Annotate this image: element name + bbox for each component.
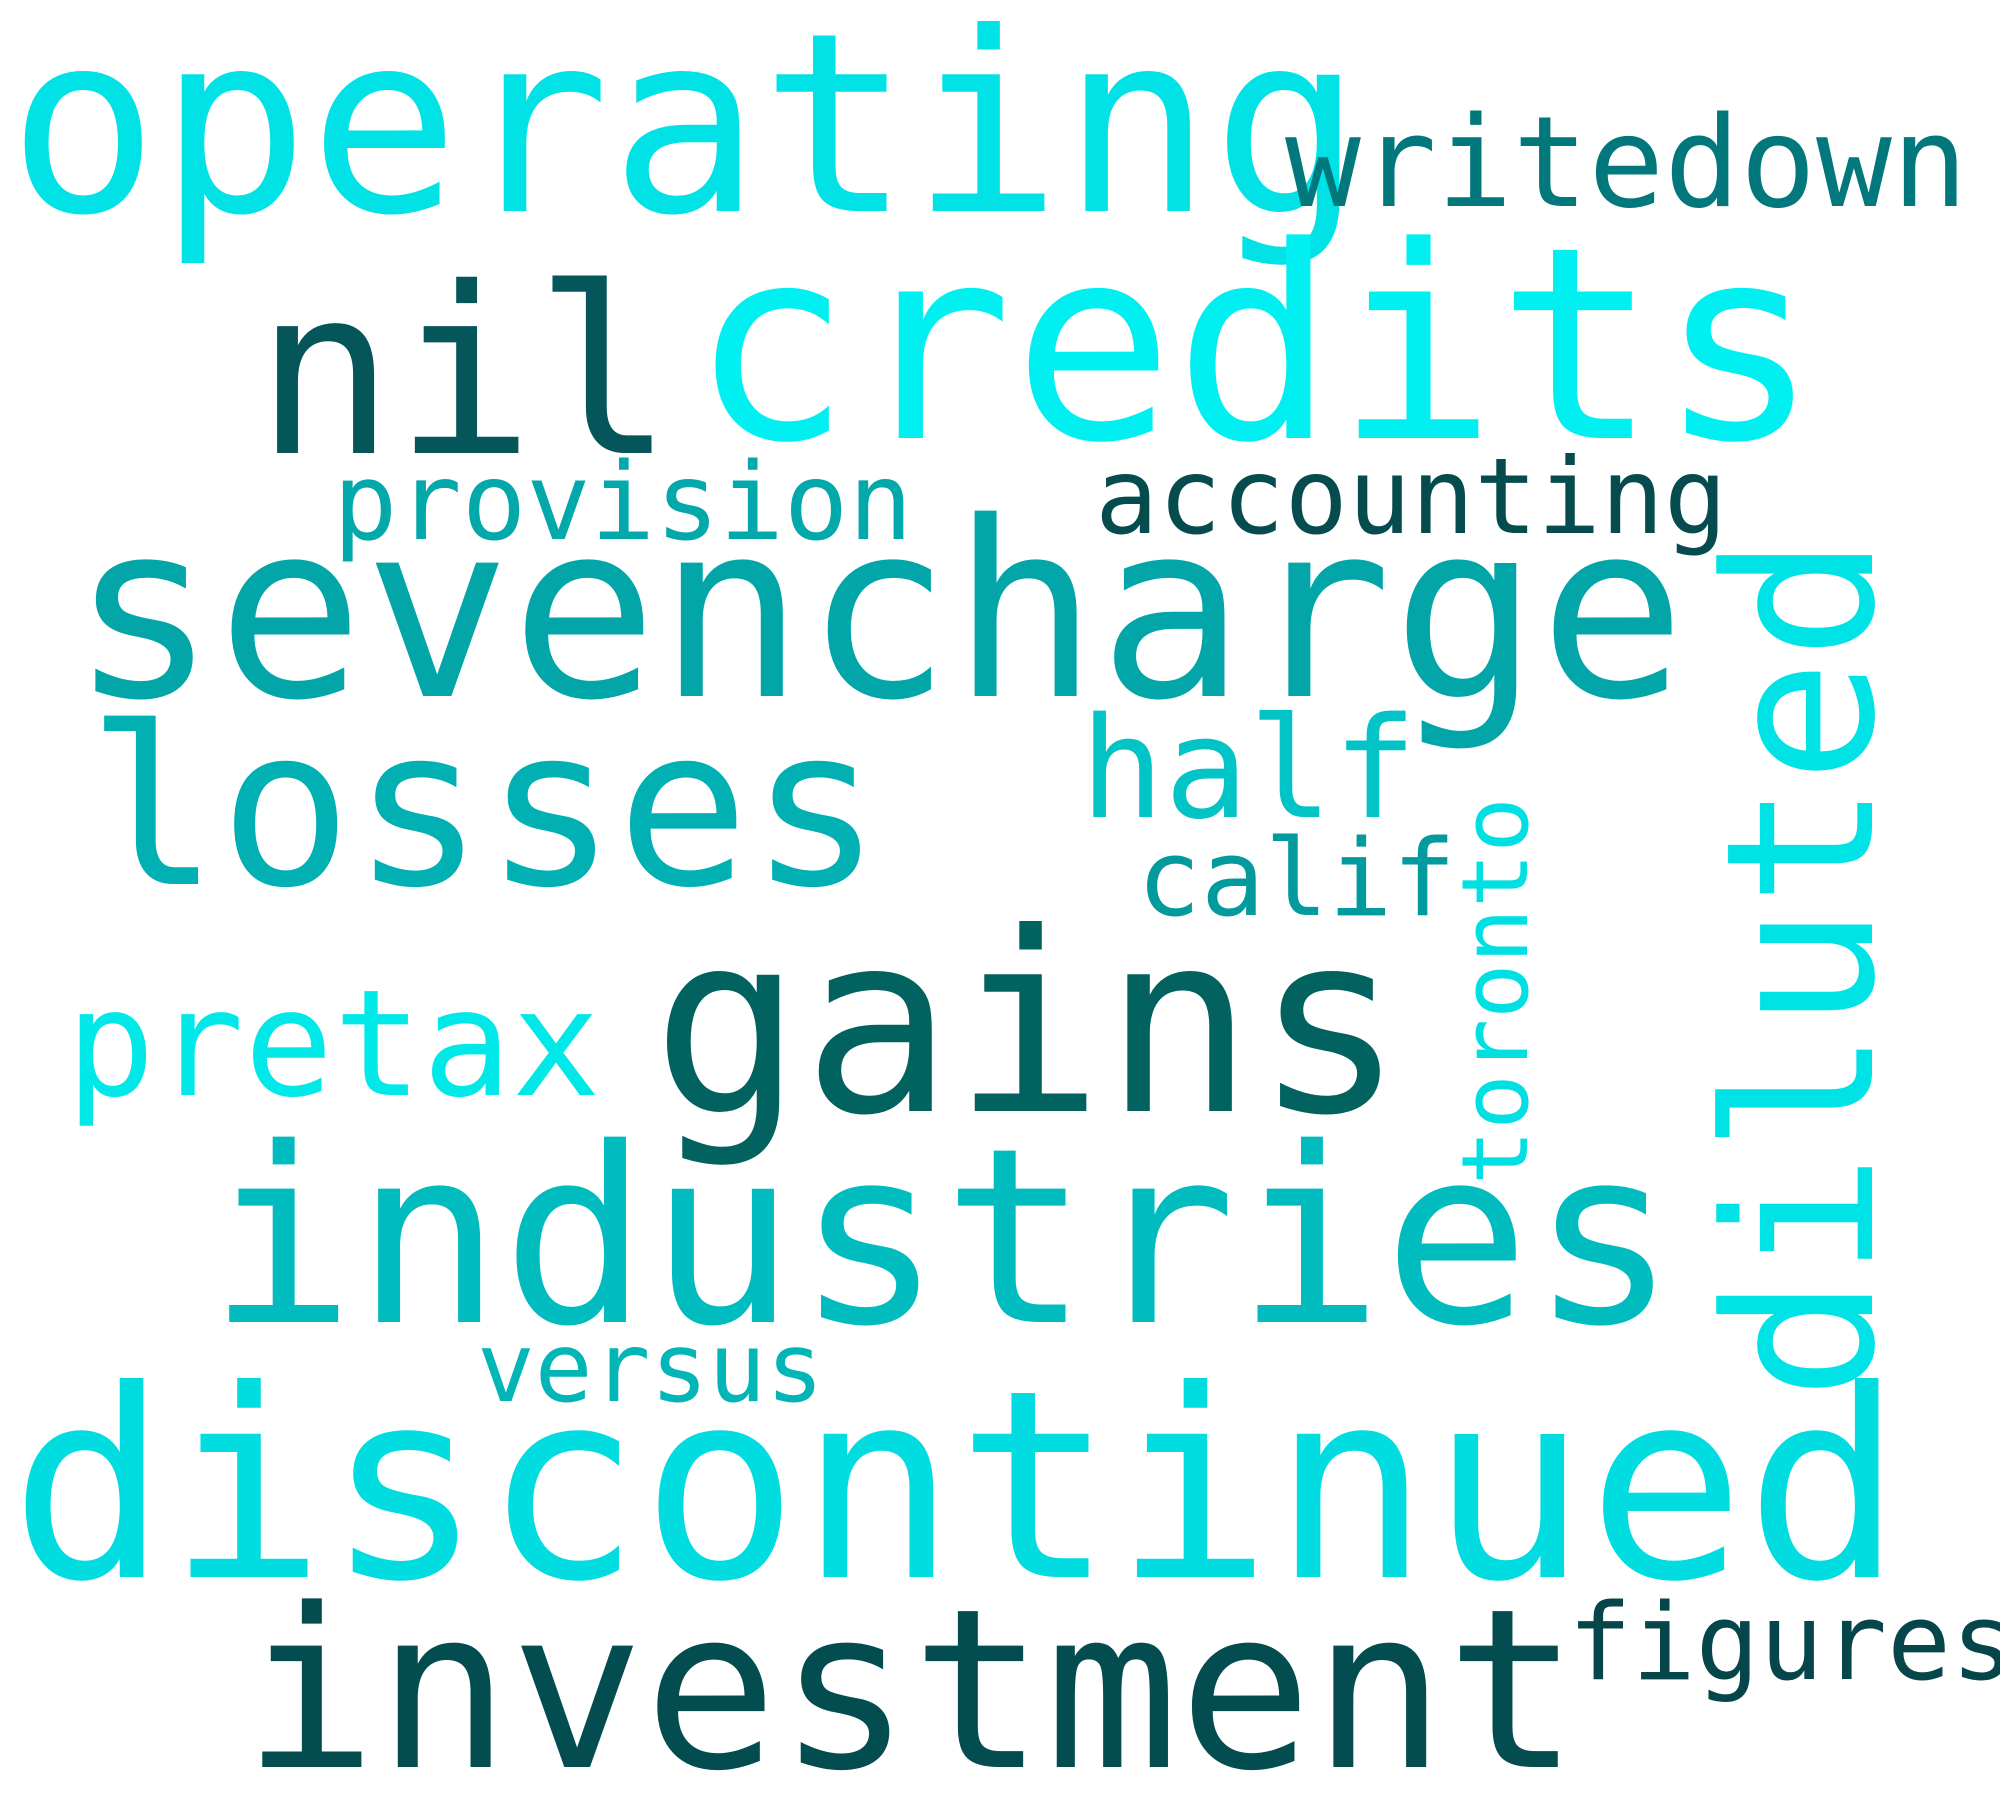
- word-calif: calif: [1137, 817, 1457, 940]
- word-half: half: [1080, 688, 1418, 851]
- word-discontinued: discontinued: [10, 1334, 1903, 1639]
- word-versus: versus: [477, 1312, 824, 1424]
- word-industries: industries: [208, 1096, 1678, 1380]
- word-sevencharge: sevencharge: [70, 470, 1686, 754]
- word-diluted: diluted: [1683, 536, 1921, 1400]
- word-investment: investment: [243, 1562, 1580, 1800]
- word-writedown: writedown: [1285, 89, 1968, 236]
- word-accounting: accounting: [1095, 436, 1728, 558]
- word-figures: figures: [1568, 1581, 2000, 1704]
- word-operating: operating: [8, 0, 1363, 270]
- word-credits: credits: [690, 190, 1820, 502]
- word-nil: nil: [255, 238, 675, 508]
- word-provision: provision: [333, 441, 913, 565]
- word-gains: gains: [652, 879, 1405, 1170]
- word-losses: losses: [87, 680, 882, 936]
- word-pretax: pretax: [66, 958, 601, 1130]
